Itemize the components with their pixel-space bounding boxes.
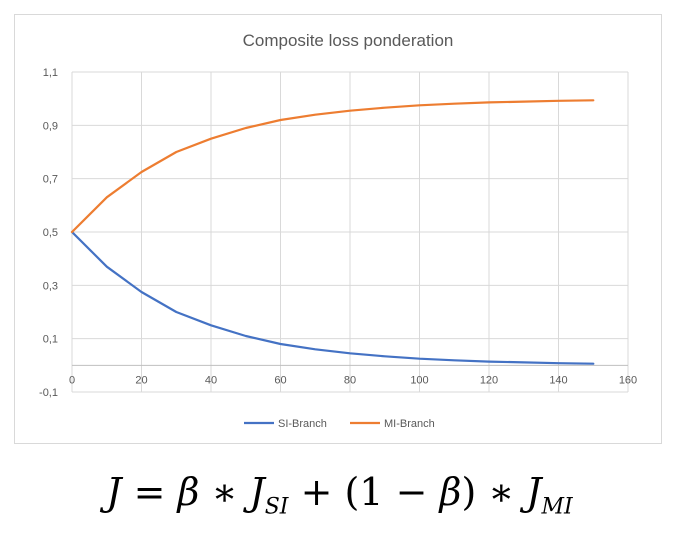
x-tick-label: 120 <box>480 374 498 386</box>
y-tick-label: 0,1 <box>43 334 58 346</box>
grid <box>71 71 629 393</box>
series-line-si-branch <box>70 230 595 365</box>
legend-label-mi-branch: MI-Branch <box>384 418 435 430</box>
series-group <box>70 99 595 365</box>
legend-label-si-branch: SI-Branch <box>278 418 327 430</box>
formula-equals: = <box>121 470 178 514</box>
formula-j-si: J <box>249 470 265 514</box>
y-tick-label: 0,7 <box>43 174 58 186</box>
formula-beta-1: β <box>177 470 200 514</box>
axes: -0,1 0,1 0,3 0,5 0,7 0,9 1,1 0 20 40 60 80 100 120 140… <box>39 67 637 399</box>
formula-j: J <box>106 470 122 514</box>
y-tick-label: 1,1 <box>43 67 58 79</box>
formula: J = β ∗ JSI + (1 − β) ∗ JMI <box>0 470 679 520</box>
chart-title: Composite loss ponderation <box>243 31 454 50</box>
legend: SI-Branch MI-Branch <box>244 418 435 430</box>
x-tick-label: 100 <box>410 374 428 386</box>
x-tick-label: 20 <box>135 374 147 386</box>
x-tick-label: 40 <box>205 374 217 386</box>
x-tick-label: 0 <box>69 374 75 386</box>
y-tick-label: 0,3 <box>43 280 58 292</box>
x-tick-label: 60 <box>274 374 286 386</box>
y-tick-label: -0,1 <box>39 387 58 399</box>
formula-j-mi: J <box>526 470 542 514</box>
formula-beta-2: β <box>439 470 462 514</box>
series-line-mi-branch <box>70 99 595 234</box>
formula-close: ) ∗ <box>461 470 527 514</box>
formula-times-1: ∗ <box>199 470 250 514</box>
formula-sub-mi: MI <box>541 494 573 520</box>
y-tick-label: 0,9 <box>43 120 58 132</box>
y-tick-label: 0,5 <box>43 227 58 239</box>
formula-plus: + (1 − <box>288 470 440 514</box>
x-tick-label: 80 <box>344 374 356 386</box>
formula-sub-si: SI <box>264 494 289 520</box>
chart-frame <box>14 14 662 444</box>
x-tick-label: 160 <box>619 374 637 386</box>
loss-weight-chart: Composite loss ponderation -0,1 0,1 0,3 0,5… <box>39 31 637 430</box>
x-tick-label: 140 <box>549 374 567 386</box>
